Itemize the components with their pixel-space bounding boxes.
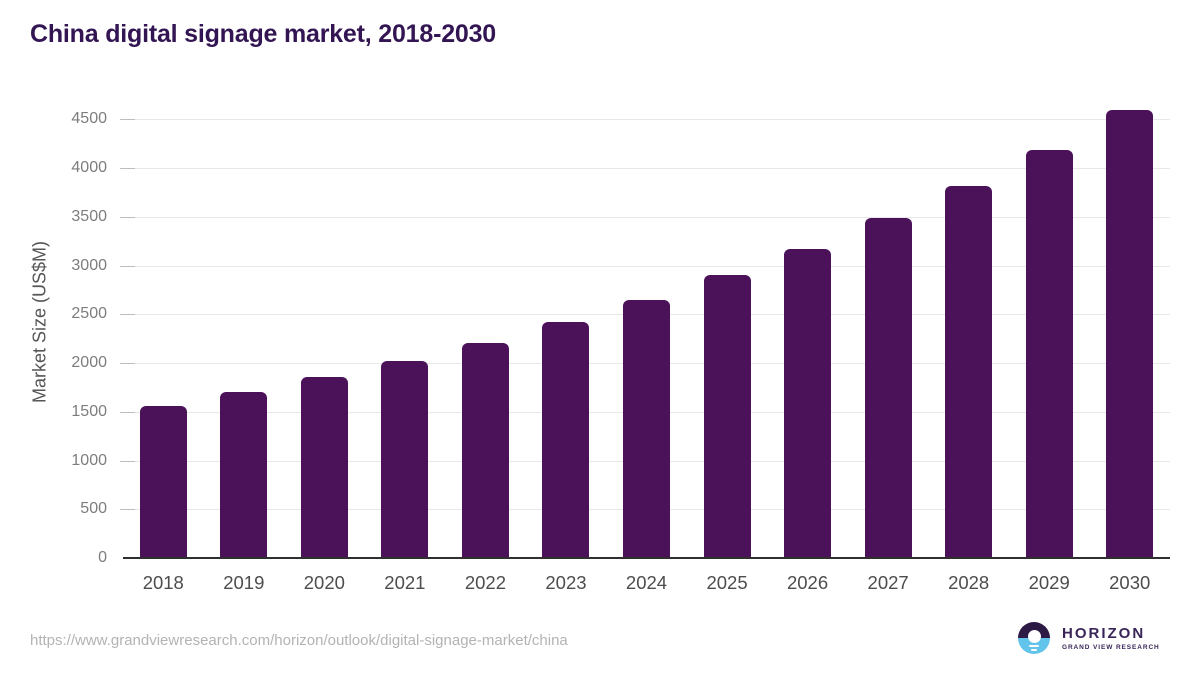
x-axis-label-2024: 2024 <box>625 572 668 593</box>
y-axis-tick-label: 4000 <box>71 159 107 177</box>
bar-2022 <box>461 342 509 557</box>
x-axis-label-2023: 2023 <box>545 572 587 593</box>
horizon-logo: HORIZON GRAND VIEW RESEARCH <box>1018 622 1160 654</box>
gridline <box>123 119 1170 121</box>
x-axis-label-2026: 2026 <box>786 572 829 593</box>
y-axis-tick-label: 2000 <box>71 354 107 372</box>
y-axis-tick <box>120 411 135 413</box>
x-axis-label-2020: 2020 <box>303 572 345 593</box>
bar-2025 <box>703 274 751 557</box>
y-axis-tick <box>120 363 135 365</box>
x-axis-label-2018: 2018 <box>142 572 184 593</box>
bar-2027 <box>864 218 912 557</box>
gridline <box>123 265 1170 267</box>
x-axis-label-2028: 2028 <box>948 572 990 593</box>
bar-2030 <box>1106 109 1154 557</box>
x-axis-label-2027: 2027 <box>867 572 909 593</box>
sun-glyph <box>1027 630 1041 643</box>
bar-2021 <box>381 360 429 557</box>
bar-2020 <box>300 376 348 557</box>
y-axis-tick <box>120 119 135 121</box>
bar-2019 <box>220 391 268 557</box>
y-axis-tick <box>120 265 135 267</box>
chart-title: China digital signage market, 2018-2030 <box>30 20 497 48</box>
y-axis-tick <box>120 314 135 316</box>
y-axis-tick <box>120 509 135 511</box>
x-axis-label-2021: 2021 <box>384 572 426 593</box>
gridline <box>123 168 1170 170</box>
bar-2024 <box>623 300 670 557</box>
logo-text: HORIZON GRAND VIEW RESEARCH <box>1062 626 1160 651</box>
bar-2026 <box>784 248 832 557</box>
y-axis-tick-label: 1000 <box>71 451 107 469</box>
logo-tagline: GRAND VIEW RESEARCH <box>1062 643 1160 651</box>
y-axis-tick-label: 3000 <box>71 256 107 274</box>
x-axis-label-2030: 2030 <box>1109 572 1151 593</box>
y-axis-tick-label: 500 <box>80 500 107 518</box>
gridline <box>123 216 1170 218</box>
horizon-sun-icon <box>1018 622 1050 654</box>
y-axis-tick-label: 0 <box>98 549 107 566</box>
reflection-dash <box>1031 648 1037 651</box>
bar-2029 <box>1025 149 1073 557</box>
y-axis-title: Market Size (US$M) <box>29 240 50 404</box>
x-axis-label-2025: 2025 <box>706 572 748 593</box>
bar-2023 <box>542 322 590 557</box>
y-axis-tick-label: 1500 <box>71 402 107 420</box>
reflection-dash <box>1029 645 1039 647</box>
logo-brand: HORIZON <box>1062 624 1146 642</box>
x-axis-label-2022: 2022 <box>464 572 506 593</box>
x-axis-line <box>123 557 1170 559</box>
y-axis-tick <box>120 216 135 218</box>
bar-2028 <box>945 186 993 557</box>
plot-area: 0 500 1000 1500 2000 2500 3000 3500 4000 4500 2018… <box>71 100 1170 593</box>
x-axis-label-2029: 2029 <box>1028 572 1070 593</box>
y-axis-tick-label: 4500 <box>71 110 107 128</box>
x-axis-label-2019: 2019 <box>223 572 265 593</box>
bar-2018 <box>139 405 187 557</box>
source-url: https://www.grandviewresearch.com/horizo… <box>30 632 568 649</box>
y-axis-tick-label: 3500 <box>71 207 107 225</box>
y-axis-tick <box>120 168 135 170</box>
y-axis-tick <box>120 460 135 462</box>
y-axis-tick-label: 2500 <box>71 305 107 323</box>
